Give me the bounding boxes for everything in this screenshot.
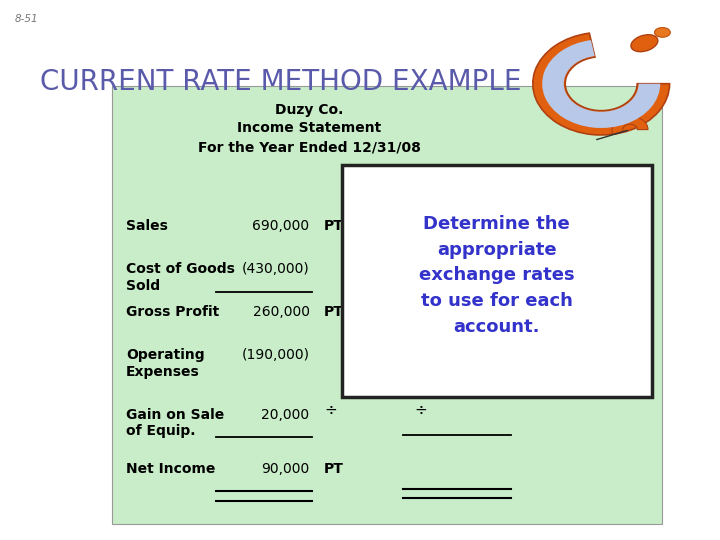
Text: ÷: ÷ — [324, 402, 337, 417]
Ellipse shape — [631, 35, 658, 52]
Wedge shape — [542, 40, 660, 128]
Text: PT: PT — [324, 219, 344, 233]
Text: CURRENT RATE METHOD EXAMPLE: CURRENT RATE METHOD EXAMPLE — [40, 68, 521, 96]
Text: Sales: Sales — [126, 219, 168, 233]
Text: 8-51: 8-51 — [14, 14, 38, 24]
Text: Income Statement: Income Statement — [238, 122, 382, 136]
Text: 20,000: 20,000 — [261, 408, 310, 422]
Text: (430,000): (430,000) — [242, 262, 310, 276]
Text: Gain on Sale
of Equip.: Gain on Sale of Equip. — [126, 408, 224, 438]
Text: Net Income: Net Income — [126, 462, 215, 476]
Text: Duzy Co.: Duzy Co. — [276, 103, 343, 117]
Text: 690,000: 690,000 — [253, 219, 310, 233]
Text: Operating
Expenses: Operating Expenses — [126, 348, 204, 379]
Text: Determine the
appropriate
exchange rates
to use for each
account.: Determine the appropriate exchange rates… — [419, 215, 575, 336]
Text: For the Year Ended 12/31/08: For the Year Ended 12/31/08 — [198, 140, 421, 154]
FancyBboxPatch shape — [112, 86, 662, 524]
Text: Cost of Goods
Sold: Cost of Goods Sold — [126, 262, 235, 293]
Text: PT: PT — [324, 305, 344, 319]
Wedge shape — [612, 116, 648, 134]
FancyBboxPatch shape — [342, 165, 652, 397]
Text: 260,000: 260,000 — [253, 305, 310, 319]
Text: ÷: ÷ — [414, 402, 427, 417]
Text: 90,000: 90,000 — [261, 462, 310, 476]
Text: PT: PT — [324, 462, 344, 476]
Text: (190,000): (190,000) — [242, 348, 310, 362]
Ellipse shape — [654, 28, 670, 37]
Text: Gross Profit: Gross Profit — [126, 305, 220, 319]
Wedge shape — [533, 33, 670, 135]
